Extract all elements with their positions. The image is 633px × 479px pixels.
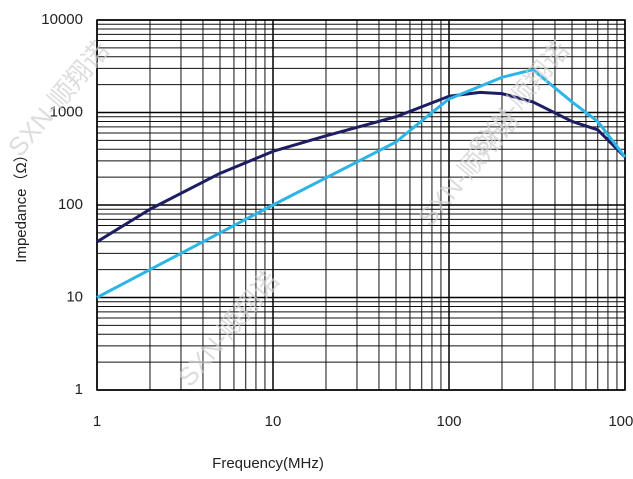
x-tick-label: 1 xyxy=(93,413,101,430)
x-tick-label: 100 xyxy=(436,413,461,430)
x-tick-label: 1000 xyxy=(608,413,633,430)
y-tick-label: 10000 xyxy=(41,11,83,28)
y-axis-label: Impedance（Ω） xyxy=(13,147,30,262)
plot-border xyxy=(96,19,626,391)
y-tick-label: 1000 xyxy=(50,103,83,120)
x-axis-label: Frequency(MHz) xyxy=(212,455,324,472)
watermark: SXN-顺翔诺 xyxy=(172,265,285,392)
y-tick-label: 1 xyxy=(75,381,83,398)
x-tick-label: 10 xyxy=(265,413,282,430)
watermark: SXN-顺翔诺 xyxy=(2,35,115,162)
y-tick-label: 10 xyxy=(66,288,83,305)
series-line xyxy=(96,68,627,299)
y-tick-label: 100 xyxy=(58,196,83,213)
series-line xyxy=(96,90,627,244)
watermark: SXN-顺翔诺 xyxy=(462,35,575,162)
